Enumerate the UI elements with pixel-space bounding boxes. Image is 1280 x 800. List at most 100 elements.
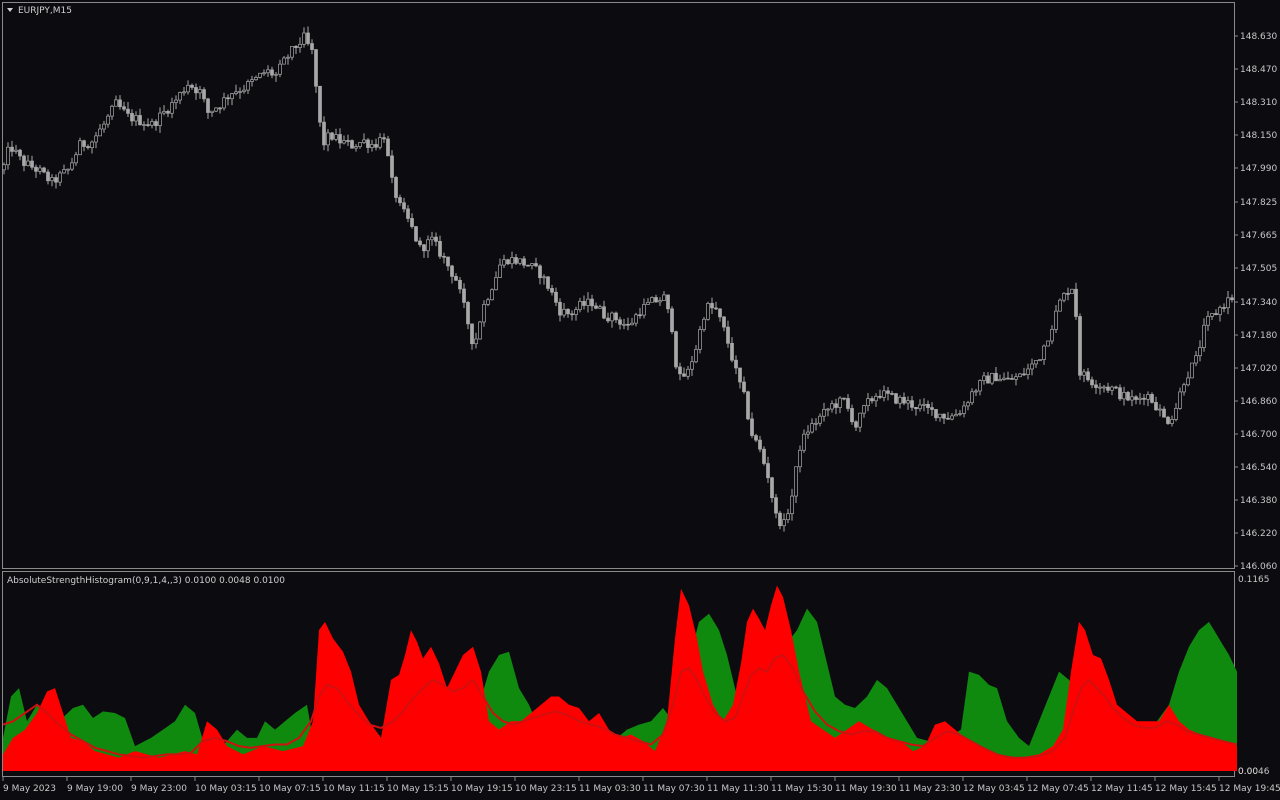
candle-body — [1058, 299, 1062, 312]
candle-body — [346, 140, 350, 142]
time-tick-label: 9 May 23:00 — [131, 784, 187, 794]
candle-body — [934, 409, 938, 419]
candle-body — [946, 417, 950, 420]
candle-body — [898, 396, 902, 404]
candle-body — [674, 331, 678, 368]
time-tick-label: 12 May 11:45 — [1091, 784, 1153, 794]
candle-body — [602, 306, 606, 319]
price-tick-label: 148.630 — [1240, 32, 1277, 42]
candle-body — [802, 433, 806, 451]
candle-body — [646, 301, 650, 305]
candle-body — [922, 403, 926, 406]
candle-body — [630, 322, 634, 326]
candle-body — [638, 314, 642, 317]
candle-body — [750, 418, 754, 436]
candle-body — [150, 121, 154, 126]
price-axis[interactable]: 148.630 148.470 148.310 148.150 147.990 147.8… — [1234, 32, 1277, 572]
candle-body — [862, 405, 866, 414]
candle-body — [930, 407, 934, 410]
candle-body — [138, 115, 142, 126]
candle-body — [1050, 329, 1054, 342]
candle-body — [326, 132, 330, 146]
candle-body — [1206, 316, 1210, 326]
candle-body — [1078, 316, 1082, 376]
candle-body — [842, 397, 846, 400]
histogram-areas — [2, 585, 1238, 771]
candle-body — [574, 309, 578, 316]
collapse-triangle-icon[interactable] — [7, 8, 13, 12]
candle-body — [90, 141, 94, 148]
candle-body — [938, 413, 942, 419]
candle-body — [102, 123, 106, 130]
candle-body — [1046, 340, 1050, 347]
price-panel[interactable]: EURJPY,M15 148.630148.470148.310148.1501… — [2, 2, 1278, 572]
candle-body — [670, 308, 674, 333]
candle-body — [726, 326, 730, 344]
price-tick-label: 146.380 — [1240, 496, 1277, 506]
indicator-axis-top-label: 0.1165 — [1238, 575, 1270, 585]
candle-body — [582, 301, 586, 306]
candle-body — [122, 106, 126, 110]
candle-body — [1114, 386, 1118, 389]
candle-body — [978, 380, 982, 392]
candle-body — [1006, 377, 1010, 380]
price-tick-label: 147.665 — [1240, 231, 1277, 241]
candle-body — [282, 57, 286, 65]
time-axis[interactable]: 9 May 2023 9 May 19:00 9 May 23:00 10 May 0… — [2, 777, 1280, 794]
price-tick-label: 148.310 — [1240, 98, 1277, 108]
candle-body — [118, 99, 122, 108]
candle-body — [838, 397, 842, 408]
candle-body — [858, 412, 862, 428]
candle-body — [786, 513, 790, 521]
candle-body — [506, 259, 510, 265]
time-tick-label: 11 May 15:30 — [771, 784, 833, 794]
candle-body — [1146, 394, 1150, 400]
candle-body — [454, 276, 458, 281]
candle-body — [218, 107, 222, 110]
candle-body — [566, 308, 570, 315]
candle-body — [46, 171, 50, 182]
price-tick-label: 148.470 — [1240, 65, 1277, 75]
candle-body — [362, 139, 366, 143]
candle-body — [198, 89, 202, 94]
indicator-panel[interactable]: AbsoluteStrengthHistogram(0,9,1,4,,3) 0.… — [2, 571, 1270, 778]
candle-body — [1198, 347, 1202, 357]
candle-body — [1082, 371, 1086, 376]
candle-body — [814, 422, 818, 425]
candle-body — [966, 402, 970, 407]
candle-body — [866, 398, 870, 407]
candle-body — [222, 97, 226, 109]
candle-body — [62, 169, 66, 174]
time-tick-label: 12 May 07:45 — [1027, 784, 1089, 794]
candle-body — [1102, 386, 1106, 389]
signal-line — [2, 653, 1238, 759]
candle-body — [146, 124, 150, 126]
candle-body — [758, 439, 762, 450]
candle-body — [1226, 297, 1230, 309]
candle-body — [306, 32, 310, 44]
candle-body — [1190, 362, 1194, 379]
candle-body — [114, 99, 118, 107]
candle-body — [942, 413, 946, 419]
candle-body — [1218, 307, 1222, 316]
candle-body — [82, 140, 86, 147]
candle-body — [278, 63, 282, 75]
candle-body — [274, 73, 278, 76]
candle-body — [14, 149, 18, 152]
candle-body — [890, 393, 894, 395]
candle-body — [1174, 408, 1178, 420]
price-tick-label: 146.860 — [1240, 397, 1277, 407]
symbol-header[interactable]: EURJPY,M15 — [7, 6, 72, 16]
candle-body — [894, 393, 898, 404]
time-tick-label: 10 May 23:15 — [515, 784, 577, 794]
candle-body — [846, 398, 850, 409]
candle-body — [322, 121, 326, 146]
candle-body — [154, 121, 158, 126]
candle-body — [434, 236, 438, 242]
indicator-axis-bottom-label-2: 0.00 — [1238, 767, 1258, 777]
candle-body — [1086, 371, 1090, 381]
candle-body — [1178, 391, 1182, 409]
candle-body — [94, 135, 98, 143]
candle-body — [442, 255, 446, 258]
